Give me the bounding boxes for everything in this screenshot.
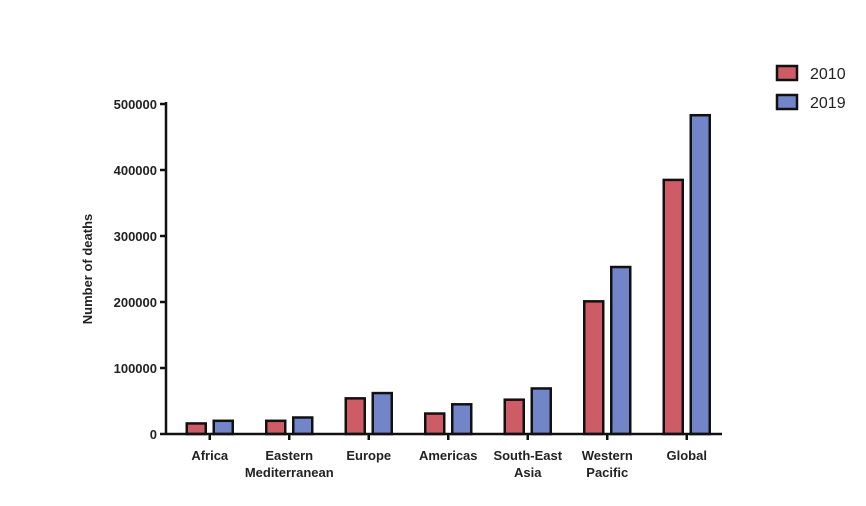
bar-eastern-mediterranean-2019 (292, 416, 314, 436)
x-tick-label: Africa (191, 448, 229, 463)
y-tick-label: 500000 (114, 97, 157, 112)
x-tick-label: Western Pacific (582, 448, 633, 480)
x-tick-label: Global (667, 448, 707, 463)
x-tick-label: Eastern Mediterranean (245, 448, 334, 480)
bar-south-east-asia-2010 (503, 398, 525, 436)
bar-americas-2019 (451, 403, 473, 436)
y-tick-label: 200000 (114, 295, 157, 310)
y-axis-title: Number of deaths (80, 214, 95, 325)
bar-global-2019 (689, 113, 711, 436)
bar-africa-2010 (185, 422, 207, 436)
legend-label-2019: 2019 (810, 95, 846, 112)
bar-western-pacific-2010 (583, 300, 605, 436)
bar-europe-2019 (371, 391, 393, 436)
bar-africa-2019 (212, 419, 234, 436)
bar-global-2010 (662, 178, 684, 436)
bar-eastern-mediterranean-2010 (265, 419, 287, 436)
x-tick-label: South-East Asia (493, 448, 562, 480)
x-tick-label: Europe (346, 448, 391, 463)
legend-label-2010: 2010 (810, 66, 846, 83)
bar-americas-2010 (424, 412, 446, 436)
legend: 2010 2019 (775, 64, 846, 112)
x-tick-label: Americas (419, 448, 478, 463)
y-tick-label: 300000 (114, 229, 157, 244)
y-tick-label: 400000 (114, 163, 157, 178)
labels-layer: Africa Eastern Mediterranean Europe Americas… (80, 97, 707, 480)
bar-south-east-asia-2019 (530, 387, 552, 436)
y-tick-label: 0 (150, 427, 157, 442)
bar-europe-2010 (344, 397, 366, 436)
bars-layer (185, 113, 711, 436)
axes-layer (160, 102, 722, 440)
y-tick-label: 100000 (114, 361, 157, 376)
legend-swatch-2010 (775, 64, 799, 82)
legend-swatch-2019 (775, 93, 799, 111)
bar-western-pacific-2019 (610, 265, 632, 436)
